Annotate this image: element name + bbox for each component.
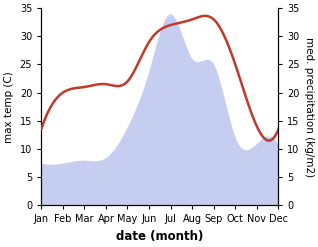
Y-axis label: med. precipitation (kg/m2): med. precipitation (kg/m2)	[304, 37, 314, 177]
X-axis label: date (month): date (month)	[116, 230, 204, 243]
Y-axis label: max temp (C): max temp (C)	[4, 71, 14, 143]
